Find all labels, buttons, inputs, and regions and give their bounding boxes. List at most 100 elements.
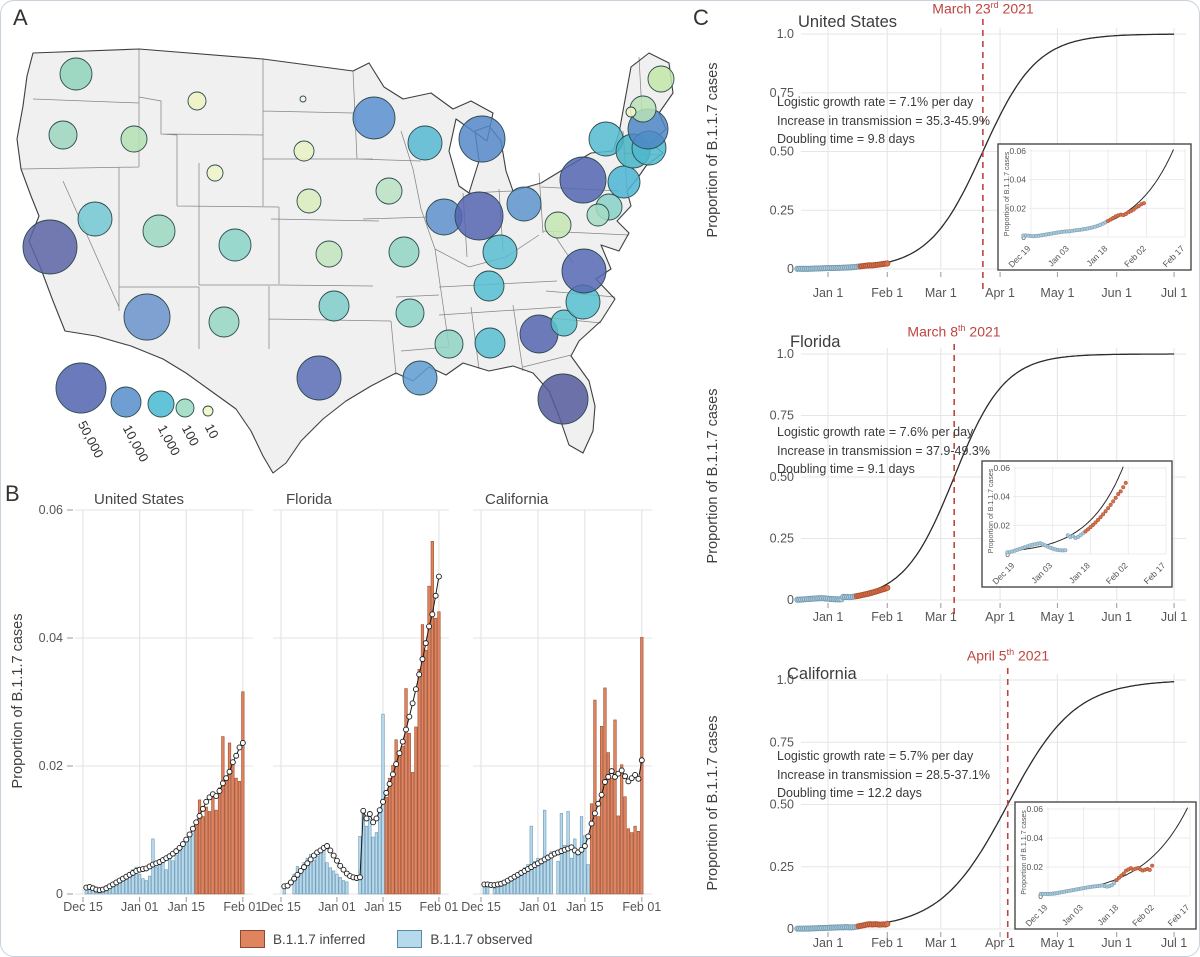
line-marker — [376, 807, 383, 814]
line-marker — [186, 831, 193, 838]
line-marker — [216, 788, 223, 794]
inset-data-point — [1103, 509, 1108, 514]
line-marker — [396, 750, 403, 757]
svg-text:Jan 01: Jan 01 — [318, 900, 356, 914]
svg-text:Jan 15: Jan 15 — [566, 900, 604, 914]
svg-text:Jan 15: Jan 15 — [364, 900, 402, 914]
data-point — [884, 584, 891, 591]
state-bubble-OR — [48, 120, 78, 150]
c-title-california: California — [787, 665, 857, 683]
line-marker — [403, 726, 409, 733]
state-bubble-LA — [402, 360, 438, 396]
line-marker — [340, 866, 347, 873]
bar — [579, 816, 584, 895]
svg-text:0.50: 0.50 — [770, 470, 794, 484]
bar — [138, 873, 142, 895]
bar — [420, 624, 425, 895]
observed-swatch — [397, 930, 423, 948]
bar — [371, 836, 375, 895]
bar — [194, 822, 198, 895]
state-bubble-VT — [625, 106, 637, 118]
state-bubble-WA — [59, 57, 93, 91]
svg-text:Dec 15: Dec 15 — [261, 900, 301, 914]
bar — [207, 811, 212, 895]
state-bubble-MS — [434, 329, 464, 359]
inset-data-point — [1121, 871, 1126, 876]
bar — [536, 857, 540, 895]
bar — [374, 832, 379, 895]
line-marker — [416, 671, 423, 678]
line-marker — [602, 779, 608, 785]
legend-bubble-100 — [175, 398, 195, 418]
inset-data-point — [1131, 207, 1136, 212]
state-bubble-NY — [559, 156, 607, 204]
bar — [167, 857, 172, 895]
line-marker — [591, 810, 598, 817]
svg-text:Jan 1: Jan 1 — [813, 936, 844, 950]
inset-data-point — [1113, 495, 1118, 500]
bar — [141, 878, 145, 895]
line-marker — [304, 860, 311, 867]
svg-text:Jan 1: Jan 1 — [813, 610, 844, 624]
svg-text:Feb 01: Feb 01 — [223, 900, 262, 914]
bar — [237, 781, 242, 895]
state-bubbles — [22, 57, 675, 425]
state-bubble-AR — [395, 298, 425, 328]
bar — [599, 726, 604, 895]
svg-text:Apr 1: Apr 1 — [985, 936, 1015, 950]
bar — [177, 850, 182, 895]
svg-text:Feb 1: Feb 1 — [871, 610, 903, 624]
legend-bubble-1,000 — [147, 390, 175, 418]
svg-text:Dec 15: Dec 15 — [63, 900, 103, 914]
bar — [532, 861, 537, 895]
bar — [417, 669, 421, 895]
bar — [325, 862, 329, 895]
c3-y-axis-label: Proportion of B.1.1.7 cases — [705, 715, 721, 891]
bar — [368, 819, 372, 895]
line-marker — [307, 856, 314, 863]
bar — [410, 772, 415, 895]
state-bubble-ID — [120, 125, 148, 153]
state-bubble-WI — [407, 125, 443, 161]
bar — [171, 860, 175, 895]
inset-data-point — [1118, 489, 1123, 494]
panel-a-label: A — [13, 5, 28, 30]
state-bubble-MI — [458, 115, 506, 163]
bar — [214, 809, 218, 895]
bar — [496, 886, 500, 895]
bar — [633, 825, 637, 895]
bars-California — [482, 637, 644, 895]
bar — [543, 809, 547, 895]
inset-data-point — [1096, 517, 1101, 522]
bar — [134, 866, 138, 895]
line-marker — [287, 879, 294, 886]
bar — [437, 611, 441, 895]
bar — [378, 813, 382, 895]
bar — [144, 880, 148, 895]
svg-text:0.75: 0.75 — [770, 86, 794, 100]
model-line-United States — [83, 740, 246, 894]
line-marker — [380, 798, 386, 805]
bar — [148, 875, 152, 895]
line-marker — [213, 793, 220, 800]
c-title-florida: Florida — [790, 333, 841, 351]
svg-text:Proportion of B.1.1.7 cases: Proportion of B.1.1.7 cases — [988, 468, 995, 553]
svg-text:Proportion of B.1.1.7 cases: Proportion of B.1.1.7 cases — [1004, 151, 1011, 236]
line-marker — [389, 771, 396, 778]
state-bubble-CO — [218, 228, 252, 262]
state-bubble-OK — [318, 290, 350, 322]
bar — [492, 887, 497, 895]
inset-data-point — [1098, 515, 1103, 520]
c3-date-label: April 5th 2021 — [966, 647, 1050, 664]
line-marker — [236, 744, 243, 751]
line-marker — [399, 738, 406, 745]
state-bubble-SC — [550, 309, 578, 337]
bar — [603, 687, 607, 895]
state-bubble-KY — [482, 234, 518, 270]
bar — [318, 851, 323, 895]
svg-text:Feb 1: Feb 1 — [871, 936, 903, 950]
state-bubble-OH — [506, 186, 542, 222]
state-bubble-WV — [544, 211, 572, 239]
svg-text:0.25: 0.25 — [770, 532, 794, 546]
inset-data-point — [1106, 506, 1111, 511]
